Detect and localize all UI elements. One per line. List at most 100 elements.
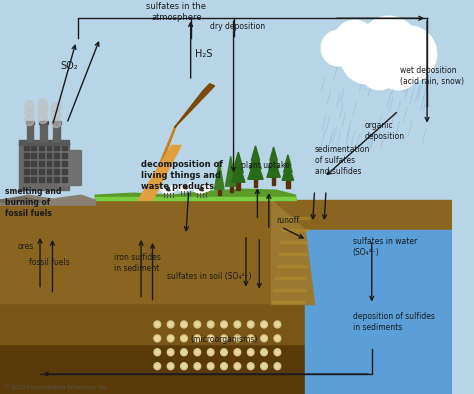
Bar (39, 162, 44, 166)
Circle shape (182, 350, 186, 354)
Circle shape (52, 103, 61, 113)
Polygon shape (232, 162, 245, 182)
Text: sedimentation
of sulfates
and sulfides: sedimentation of sulfates and sulfides (315, 145, 370, 176)
Bar (0, 305, 452, 344)
Polygon shape (282, 229, 309, 231)
Circle shape (204, 185, 210, 191)
Circle shape (274, 363, 281, 370)
Text: organic
deposition: organic deposition (364, 121, 404, 141)
Bar (55, 169, 59, 174)
Circle shape (154, 349, 161, 356)
Bar (55, 145, 59, 151)
Circle shape (249, 322, 253, 326)
Polygon shape (174, 84, 215, 128)
Polygon shape (277, 265, 307, 267)
Circle shape (221, 335, 228, 342)
Polygon shape (226, 156, 236, 186)
Circle shape (38, 114, 48, 124)
Circle shape (209, 322, 212, 326)
Circle shape (358, 16, 419, 80)
Circle shape (234, 363, 241, 370)
Circle shape (209, 350, 212, 354)
Bar (24, 145, 28, 151)
Circle shape (188, 183, 193, 189)
Circle shape (155, 350, 159, 354)
Circle shape (194, 363, 201, 370)
Circle shape (209, 336, 212, 340)
Polygon shape (95, 197, 295, 200)
Bar (62, 169, 67, 174)
Circle shape (154, 335, 161, 342)
Bar (31, 162, 36, 166)
Polygon shape (273, 289, 306, 291)
Circle shape (167, 349, 174, 356)
Ellipse shape (161, 187, 173, 193)
Bar (26, 121, 34, 124)
Circle shape (234, 321, 241, 328)
Circle shape (275, 336, 279, 340)
Bar (31, 169, 36, 174)
Bar (237, 182, 240, 190)
Circle shape (195, 322, 199, 326)
Circle shape (52, 110, 61, 120)
Circle shape (38, 106, 48, 116)
Polygon shape (279, 253, 307, 255)
Circle shape (262, 322, 266, 326)
Circle shape (360, 50, 399, 90)
Circle shape (221, 321, 228, 328)
Bar (286, 180, 290, 188)
Bar (31, 177, 36, 182)
Circle shape (274, 321, 281, 328)
Bar (47, 145, 52, 151)
Bar (47, 153, 52, 158)
Circle shape (182, 364, 186, 368)
Circle shape (262, 350, 266, 354)
Text: (microorganisms): (microorganisms) (191, 335, 258, 344)
Polygon shape (272, 301, 305, 303)
Circle shape (222, 322, 226, 326)
Circle shape (222, 364, 226, 368)
Circle shape (169, 322, 173, 326)
Bar (272, 177, 275, 185)
Circle shape (52, 118, 61, 128)
Circle shape (249, 350, 253, 354)
Circle shape (207, 335, 214, 342)
Text: iron sulfides
in sediment: iron sulfides in sediment (114, 253, 161, 273)
Bar (62, 145, 67, 151)
Circle shape (236, 364, 239, 368)
Text: ores: ores (17, 242, 34, 251)
Circle shape (353, 24, 391, 64)
Circle shape (25, 116, 34, 126)
Circle shape (236, 336, 239, 340)
Bar (55, 153, 59, 158)
Circle shape (155, 336, 159, 340)
Circle shape (274, 335, 281, 342)
Circle shape (261, 321, 267, 328)
Circle shape (247, 335, 254, 342)
Circle shape (340, 28, 394, 84)
Bar (39, 177, 44, 182)
Bar (0, 305, 452, 394)
Text: decomposition of
living things and
waste products: decomposition of living things and waste… (141, 160, 223, 191)
Text: deposition of sulfides
in sediments: deposition of sulfides in sediments (353, 312, 435, 333)
Polygon shape (269, 151, 279, 168)
Text: © 2010 Encyclopædia Britannica, Inc.: © 2010 Encyclopædia Britannica, Inc. (4, 385, 109, 390)
Circle shape (221, 363, 228, 370)
Bar (55, 162, 59, 166)
Circle shape (234, 349, 241, 356)
Circle shape (275, 322, 279, 326)
Text: sulfates in water
(SO₄²⁻): sulfates in water (SO₄²⁻) (353, 237, 417, 257)
Polygon shape (0, 200, 452, 305)
Circle shape (181, 349, 187, 356)
Polygon shape (284, 217, 309, 219)
Polygon shape (251, 146, 260, 160)
Circle shape (274, 349, 281, 356)
Circle shape (249, 336, 253, 340)
Circle shape (249, 364, 253, 368)
Bar (54, 123, 60, 141)
Circle shape (207, 363, 214, 370)
Circle shape (275, 350, 279, 354)
Bar (55, 177, 59, 182)
Circle shape (247, 363, 254, 370)
Polygon shape (0, 195, 95, 205)
